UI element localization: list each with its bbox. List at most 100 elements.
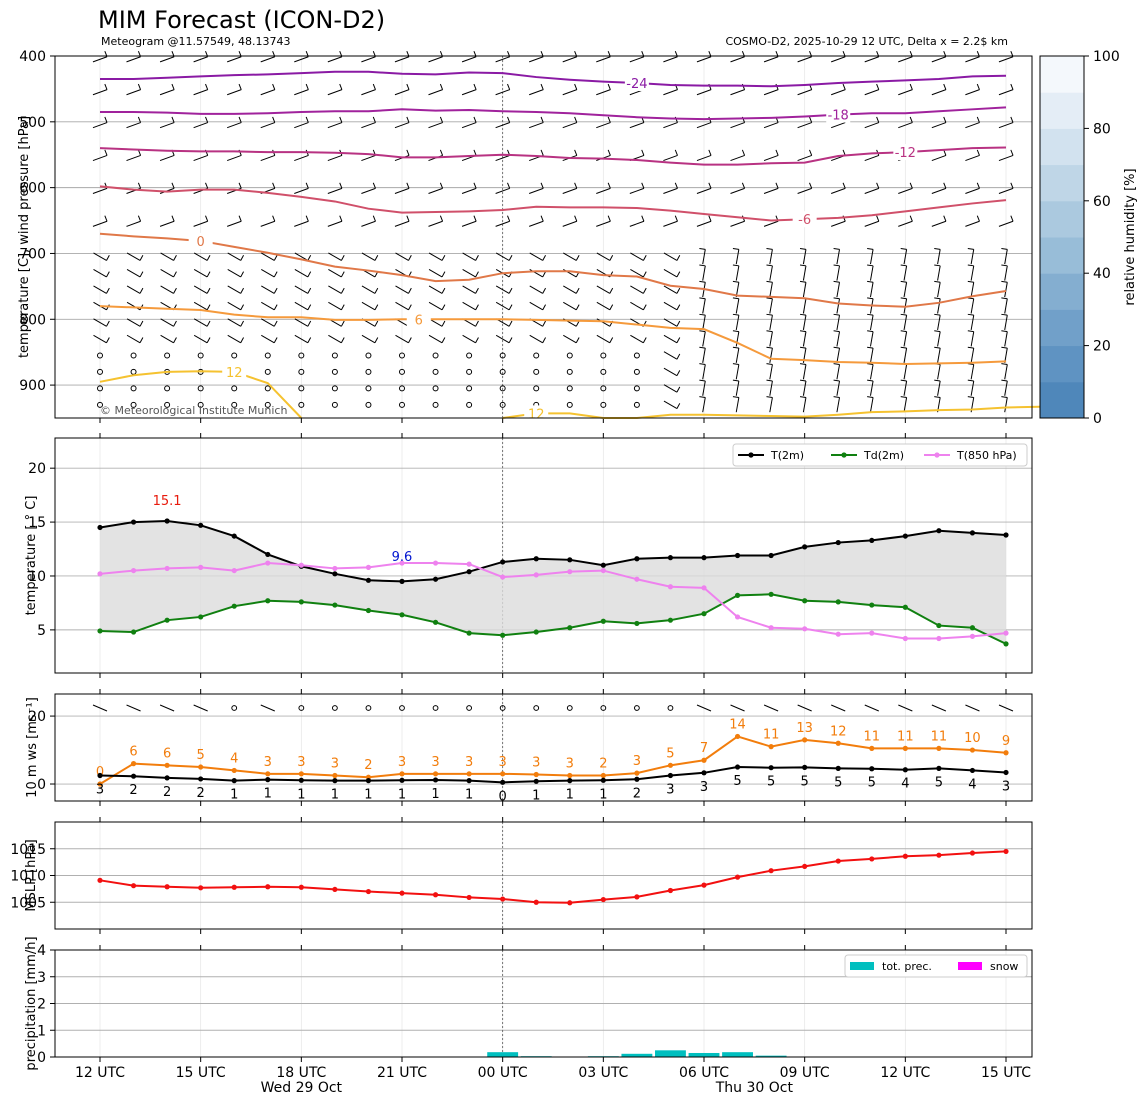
wind-barb-feather (273, 254, 278, 261)
isotherm-label-bg (222, 363, 247, 380)
y-tick-label: 400 (19, 49, 46, 65)
precip-legend (844, 954, 1028, 978)
wind-barb-shaft (596, 285, 611, 294)
wind-barb-shaft (998, 704, 1014, 712)
wind-barb-feather (641, 182, 645, 189)
wind-barb-feather (104, 83, 108, 90)
wind-series-point (869, 766, 875, 772)
wind-series-point (500, 779, 506, 785)
wind-barb-shaft (294, 56, 309, 63)
wind-barb-shaft (802, 331, 807, 347)
min-temp-annotation: 9.6 (392, 550, 413, 565)
wind-barb-shaft (227, 154, 242, 162)
wind-barb-shaft (428, 56, 443, 63)
wind-barb-feather (900, 297, 907, 300)
wind-barb-feather (372, 116, 376, 123)
wind-barb-feather (674, 182, 678, 189)
wind-barb-shaft (227, 122, 242, 129)
wind-barb-shaft (227, 89, 242, 96)
wind-series-point (130, 761, 137, 767)
wind-barb-shaft (965, 187, 980, 194)
wind-barb-shaft (193, 285, 208, 294)
wind-barb-shaft (562, 220, 577, 227)
wind-barb-shaft (763, 220, 779, 227)
wind-barb-shaft (836, 364, 841, 380)
wind-barb-shaft (702, 315, 706, 331)
wind-barb-feather (934, 297, 941, 300)
wind-barb-feather (867, 247, 874, 250)
wind-barb-feather (139, 271, 144, 278)
wind-barb-feather (732, 264, 739, 267)
wind-barb-feather (934, 280, 941, 283)
wind-barb-feather (205, 215, 209, 222)
wind-series-point (198, 776, 204, 782)
wind-barb-shaft (898, 704, 913, 712)
wind-barb-shaft (529, 220, 544, 227)
temp-series-point (198, 564, 204, 570)
wind-barb-shaft (394, 122, 410, 129)
wind-barb-feather (1001, 247, 1008, 250)
wind-barb-feather (307, 320, 312, 327)
wind-barb-feather (238, 182, 242, 189)
wind-barb-shaft (495, 122, 510, 129)
wind-barb-shaft (159, 89, 175, 96)
gust-value-label: 10 (964, 731, 981, 746)
wind-barb-shaft (965, 220, 980, 227)
temp-series-point (969, 530, 976, 536)
isotherm-line (502, 405, 1074, 419)
wind-barb-shaft (970, 265, 975, 281)
isotherm-label-bg (406, 311, 431, 328)
wind-barb-shaft (193, 252, 208, 261)
temp-series-point (667, 555, 674, 561)
wind-calm-marker (499, 385, 506, 392)
wind-barb-shaft (495, 56, 510, 63)
wind-barb-shaft (395, 285, 409, 294)
wind-calm-marker (130, 385, 137, 392)
wind-barb-shaft (931, 187, 947, 194)
wind-barb-feather (934, 396, 941, 398)
wind-barb-feather (967, 363, 974, 366)
wind-barb-feather (439, 116, 444, 123)
wind-barb-shaft (562, 187, 577, 194)
wind-series-point (902, 745, 908, 751)
wind-barb-feather (766, 264, 773, 267)
wind-barb-feather (406, 116, 410, 123)
wind-series-point (365, 778, 372, 784)
wind-barb-feather (339, 215, 343, 222)
wind-barb-feather (699, 264, 706, 267)
wind-calm-marker (164, 401, 171, 408)
isotherm-label-bg (792, 211, 817, 228)
wind-barb-feather (372, 83, 376, 90)
wind-series-point (231, 767, 237, 774)
wind-barb-shaft (361, 285, 376, 294)
wind-calm-marker (331, 401, 338, 408)
wind-barb-feather (766, 330, 773, 333)
x-tick-label: 06 UTC (679, 1065, 729, 1081)
wind-barb-shaft (361, 56, 376, 63)
wind-barb-feather (876, 182, 880, 189)
temp-series-point (500, 632, 506, 638)
wind-barb-shaft (836, 265, 841, 281)
wind-barb-feather (833, 379, 840, 382)
x-tick-label: 12 UTC (75, 1065, 125, 1081)
wind-barb-feather (340, 254, 345, 261)
wind-barb-shaft (1004, 331, 1008, 347)
wind-barb-shaft (227, 334, 241, 344)
wind-barb-shaft (1004, 265, 1008, 281)
chart-subtitle-right: COSMO-D2, 2025-10-29 12 UTC, Delta x = 2… (725, 35, 1008, 48)
wind-barb-shaft (702, 249, 706, 265)
wind-barb-shaft (126, 56, 141, 63)
wind-calm-marker (298, 401, 305, 408)
temp-series-point (265, 560, 271, 566)
wind-barb-shaft (797, 56, 812, 63)
wind-barb-feather (173, 254, 177, 261)
wind-value-label: 3 (700, 780, 708, 795)
wind-barb-shaft (763, 122, 779, 129)
wind-barb-shaft (965, 56, 980, 63)
wind-barb-feather (272, 83, 276, 90)
wind-barb-feather (607, 182, 611, 189)
wind-barb-feather (676, 320, 681, 327)
wind-barb-shaft (327, 89, 343, 96)
wind-barb-shaft (562, 122, 577, 129)
wind-barb-shaft (126, 301, 141, 311)
